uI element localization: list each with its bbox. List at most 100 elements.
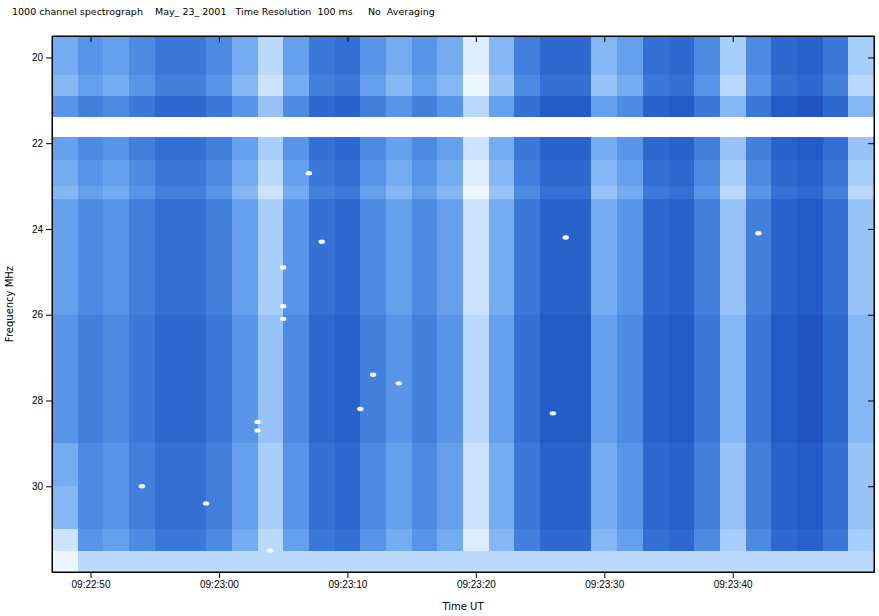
cell bbox=[489, 486, 515, 529]
cell bbox=[540, 551, 566, 572]
cell bbox=[463, 443, 489, 486]
cell bbox=[335, 199, 361, 230]
tick bbox=[91, 36, 92, 42]
cell bbox=[206, 75, 232, 97]
cell bbox=[591, 186, 617, 199]
cell bbox=[643, 36, 669, 75]
cell bbox=[848, 96, 874, 118]
cell bbox=[412, 199, 438, 230]
cell bbox=[258, 229, 284, 272]
cell bbox=[617, 551, 643, 572]
tick-mark bbox=[219, 36, 220, 42]
cell bbox=[797, 36, 823, 75]
cell bbox=[720, 400, 746, 443]
cell bbox=[694, 315, 720, 358]
cell bbox=[746, 36, 772, 75]
cell bbox=[771, 315, 797, 358]
tick: 09:23:00 bbox=[200, 572, 239, 590]
cell bbox=[180, 75, 206, 97]
cell bbox=[617, 186, 643, 199]
cell bbox=[591, 358, 617, 401]
tick bbox=[868, 143, 874, 144]
cell bbox=[669, 117, 695, 137]
cell bbox=[103, 400, 129, 443]
cell bbox=[437, 272, 463, 315]
cell bbox=[746, 229, 772, 272]
cell bbox=[386, 186, 412, 199]
cell bbox=[180, 315, 206, 358]
cell bbox=[129, 551, 155, 572]
cell bbox=[52, 186, 78, 199]
cell bbox=[514, 160, 540, 186]
cell bbox=[489, 272, 515, 315]
cell bbox=[566, 160, 592, 186]
cell bbox=[540, 443, 566, 486]
cell bbox=[283, 315, 309, 358]
cell bbox=[103, 117, 129, 137]
cell bbox=[848, 529, 874, 551]
cell bbox=[283, 117, 309, 137]
cell bbox=[848, 443, 874, 486]
cell bbox=[309, 551, 335, 572]
cell bbox=[643, 400, 669, 443]
cell bbox=[360, 443, 386, 486]
cell bbox=[591, 272, 617, 315]
cell bbox=[283, 229, 309, 272]
tick-mark bbox=[868, 143, 874, 144]
cell bbox=[386, 160, 412, 186]
cell bbox=[232, 186, 258, 199]
cell bbox=[52, 117, 78, 137]
cell bbox=[771, 160, 797, 186]
cell bbox=[694, 199, 720, 230]
cell bbox=[206, 315, 232, 358]
cell bbox=[232, 75, 258, 97]
cell bbox=[335, 529, 361, 551]
cell bbox=[155, 75, 181, 97]
cell bbox=[78, 358, 104, 401]
axis-line bbox=[53, 36, 875, 37]
cell bbox=[180, 486, 206, 529]
cell bbox=[283, 443, 309, 486]
cell bbox=[643, 358, 669, 401]
cell bbox=[617, 529, 643, 551]
cell bbox=[386, 229, 412, 272]
cell bbox=[669, 137, 695, 161]
cell bbox=[720, 186, 746, 199]
tick-label: 09:23:40 bbox=[714, 579, 753, 590]
cell bbox=[437, 36, 463, 75]
cell bbox=[360, 186, 386, 199]
cell bbox=[258, 272, 284, 315]
cell bbox=[694, 117, 720, 137]
cell bbox=[309, 315, 335, 358]
cell bbox=[489, 229, 515, 272]
cell bbox=[514, 443, 540, 486]
tick bbox=[347, 36, 348, 42]
cell bbox=[823, 137, 849, 161]
cell bbox=[103, 137, 129, 161]
tick bbox=[868, 400, 874, 401]
cell bbox=[52, 486, 78, 529]
cell bbox=[746, 160, 772, 186]
cell bbox=[463, 96, 489, 118]
cell bbox=[103, 486, 129, 529]
cell bbox=[617, 272, 643, 315]
burst bbox=[563, 235, 569, 239]
cell bbox=[643, 229, 669, 272]
cell bbox=[180, 529, 206, 551]
cell bbox=[463, 117, 489, 137]
cell bbox=[309, 358, 335, 401]
cell bbox=[155, 551, 181, 572]
cell bbox=[617, 400, 643, 443]
cell bbox=[206, 96, 232, 118]
cell bbox=[771, 229, 797, 272]
cell bbox=[335, 315, 361, 358]
cell bbox=[823, 315, 849, 358]
cell bbox=[720, 36, 746, 75]
axis-line bbox=[874, 37, 875, 573]
cell bbox=[797, 529, 823, 551]
cell bbox=[335, 117, 361, 137]
cell bbox=[566, 36, 592, 75]
cell bbox=[103, 160, 129, 186]
cell bbox=[591, 96, 617, 118]
tick-mark bbox=[91, 572, 92, 578]
